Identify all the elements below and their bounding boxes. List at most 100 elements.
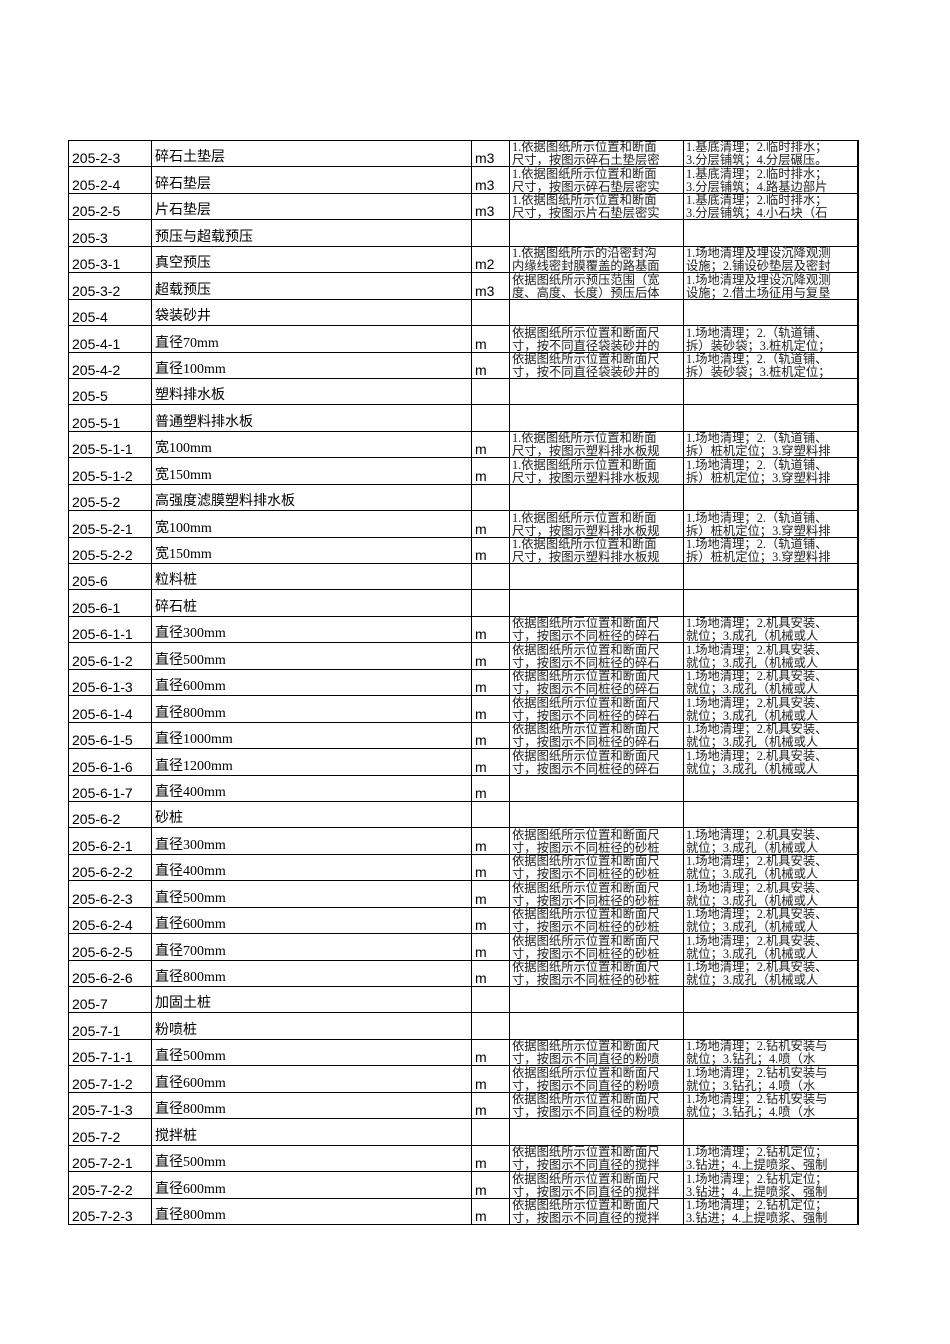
work-content-cell[interactable]: 1.场地清理；2.机具安装、 就位；3.成孔（机械或人	[683, 908, 857, 934]
item-name-cell[interactable]: 直径500mm	[151, 1145, 471, 1172]
work-content-cell[interactable]	[683, 484, 857, 511]
measurement-rule-cell[interactable]: 依据图纸所示位置和断面尺 寸，按图示不同桩径的砂桩	[509, 908, 683, 934]
work-content-cell[interactable]: 1.场地清理；2.（轨道铺、 拆）装砂袋；3.桩机定位；	[683, 352, 857, 378]
measurement-rule-cell[interactable]: 依据图纸所示位置和断面尺 寸，按图示不同桩径的砂桩	[509, 828, 683, 854]
measurement-rule-cell[interactable]	[509, 405, 683, 431]
measurement-rule-cell[interactable]: 依据图纸所示位置和断面尺 寸，按图示不同桩径的碎石	[509, 749, 683, 775]
work-content-cell[interactable]: 1.场地清理；2.（轨道铺、 拆）桩机定位；3.穿塑料排	[683, 432, 857, 458]
unit-cell[interactable]: m	[471, 907, 509, 934]
item-code-cell[interactable]: 205-2-3	[68, 141, 151, 167]
measurement-rule-cell[interactable]	[509, 987, 683, 1013]
item-name-cell[interactable]: 袋装砂井	[151, 299, 471, 326]
measurement-rule-cell[interactable]	[509, 220, 683, 246]
measurement-rule-cell[interactable]: 1.依据图纸所示的沿密封沟 内缘线密封膜覆盖的路基面	[509, 247, 683, 273]
unit-cell[interactable]: m	[471, 1092, 509, 1119]
work-content-cell[interactable]: 1.场地清理；2.机具安装、 就位；3.成孔（机械或人	[683, 934, 857, 960]
measurement-rule-cell[interactable]: 依据图纸所示位置和断面尺 寸，按图示不同桩径的碎石	[509, 617, 683, 643]
item-code-cell[interactable]: 205-3	[68, 220, 151, 246]
measurement-rule-cell[interactable]: 依据图纸所示位置和断面尺 寸，按图示不同桩径的砂桩	[509, 855, 683, 881]
work-content-cell[interactable]: 1.场地清理；2.机具安装、 就位；3.成孔（机械或人	[683, 961, 857, 987]
item-code-cell[interactable]: 205-6-2-5	[68, 934, 151, 960]
unit-cell[interactable]: m	[471, 643, 509, 669]
item-code-cell[interactable]: 205-3-1	[68, 246, 151, 273]
item-code-cell[interactable]: 205-6-2-6	[68, 960, 151, 986]
measurement-rule-cell[interactable]: 1.依据图纸所示位置和断面 尺寸，按图示塑料排水板规	[509, 458, 683, 484]
measurement-rule-cell[interactable]: 依据图纸所示位置和断面尺 寸，按图示不同直径的搅拌	[509, 1198, 683, 1224]
measurement-rule-cell[interactable]: 依据图纸所示位置和断面尺 寸，按图示不同桩径的碎石	[509, 643, 683, 669]
item-code-cell[interactable]: 205-6-1-7	[68, 775, 151, 801]
item-code-cell[interactable]: 205-6-2-1	[68, 828, 151, 854]
item-code-cell[interactable]: 205-6-1-1	[68, 616, 151, 643]
measurement-rule-cell[interactable]: 依据图纸所示位置和断面尺 寸，按图示不同桩径的砂桩	[509, 961, 683, 987]
work-content-cell[interactable]	[683, 220, 857, 246]
work-content-cell[interactable]: 1.场地清理；2.（轨道铺、 拆）桩机定位；3.穿塑料排	[683, 511, 857, 537]
unit-cell[interactable]: m	[471, 431, 509, 458]
item-code-cell[interactable]: 205-2-5	[68, 193, 151, 220]
work-content-cell[interactable]: 1.场地清理；2.机具安装、 就位；3.成孔（机械或人	[683, 723, 857, 749]
unit-cell[interactable]	[471, 484, 509, 511]
item-name-cell[interactable]: 直径400mm	[151, 854, 471, 881]
item-code-cell[interactable]: 205-6-2-3	[68, 881, 151, 907]
item-code-cell[interactable]: 205-5-2	[68, 484, 151, 511]
unit-cell[interactable]: m3	[471, 273, 509, 299]
item-code-cell[interactable]: 205-7-1-2	[68, 1066, 151, 1092]
item-code-cell[interactable]: 205-5-1-2	[68, 458, 151, 484]
item-name-cell[interactable]: 直径600mm	[151, 1066, 471, 1092]
item-code-cell[interactable]: 205-7-1	[68, 1013, 151, 1039]
item-name-cell[interactable]: 直径800mm	[151, 960, 471, 986]
work-content-cell[interactable]: 1.场地清理；2.钻机安装与 就位；3.钻孔；4.喷（水	[683, 1066, 857, 1092]
work-content-cell[interactable]: 1.场地清理；2.机具安装、 就位；3.成孔（机械或人	[683, 828, 857, 854]
item-name-cell[interactable]: 直径70mm	[151, 326, 471, 352]
unit-cell[interactable]	[471, 405, 509, 431]
item-name-cell[interactable]: 碎石土垫层	[151, 141, 471, 167]
measurement-rule-cell[interactable]: 依据图纸所示位置和断面尺 寸，按图示不同桩径的碎石	[509, 723, 683, 749]
measurement-rule-cell[interactable]	[509, 1013, 683, 1039]
item-name-cell[interactable]: 直径300mm	[151, 616, 471, 643]
unit-cell[interactable]	[471, 299, 509, 326]
work-content-cell[interactable]: 1.基底清理；2.临时排水； 3.分层铺筑；4.路基边部片	[683, 167, 857, 193]
item-name-cell[interactable]: 普通塑料排水板	[151, 405, 471, 431]
item-name-cell[interactable]: 宽100mm	[151, 511, 471, 537]
measurement-rule-cell[interactable]	[509, 775, 683, 801]
item-name-cell[interactable]: 砂桩	[151, 801, 471, 828]
measurement-rule-cell[interactable]	[509, 590, 683, 616]
measurement-rule-cell[interactable]: 1.依据图纸所示位置和断面 尺寸，按图示碎石垫层密实	[509, 167, 683, 193]
item-name-cell[interactable]: 直径600mm	[151, 907, 471, 934]
item-name-cell[interactable]: 直径400mm	[151, 775, 471, 801]
item-code-cell[interactable]: 205-4	[68, 299, 151, 326]
unit-cell[interactable]: m	[471, 326, 509, 352]
measurement-rule-cell[interactable]	[509, 801, 683, 828]
item-code-cell[interactable]: 205-7-2-2	[68, 1172, 151, 1198]
unit-cell[interactable]: m2	[471, 246, 509, 273]
work-content-cell[interactable]: 1.场地清理；2.机具安装、 就位；3.成孔（机械或人	[683, 881, 857, 907]
work-content-cell[interactable]	[683, 1013, 857, 1039]
item-code-cell[interactable]: 205-6-1-6	[68, 749, 151, 775]
measurement-rule-cell[interactable]: 依据图纸所示位置和断面尺 寸，按图示不同桩径的碎石	[509, 696, 683, 722]
item-name-cell[interactable]: 宽150mm	[151, 458, 471, 484]
item-code-cell[interactable]: 205-4-1	[68, 326, 151, 352]
unit-cell[interactable]	[471, 801, 509, 828]
item-code-cell[interactable]: 205-5-1	[68, 405, 151, 431]
work-content-cell[interactable]	[683, 801, 857, 828]
unit-cell[interactable]: m	[471, 511, 509, 537]
unit-cell[interactable]	[471, 220, 509, 246]
unit-cell[interactable]: m	[471, 1172, 509, 1198]
item-name-cell[interactable]: 搅拌桩	[151, 1119, 471, 1145]
unit-cell[interactable]: m	[471, 352, 509, 378]
work-content-cell[interactable]: 1.基底清理；2.临时排水； 3.分层铺筑；4.分层碾压。	[683, 141, 857, 167]
measurement-rule-cell[interactable]: 1.依据图纸所示位置和断面 尺寸，按图示塑料排水板规	[509, 511, 683, 537]
item-code-cell[interactable]: 205-7-2-1	[68, 1145, 151, 1172]
unit-cell[interactable]: m	[471, 775, 509, 801]
item-code-cell[interactable]: 205-6-2-4	[68, 907, 151, 934]
item-code-cell[interactable]: 205-6-1-4	[68, 696, 151, 722]
work-content-cell[interactable]: 1.场地清理；2.机具安装、 就位；3.成孔（机械或人	[683, 617, 857, 643]
work-content-cell[interactable]	[683, 775, 857, 801]
item-code-cell[interactable]: 205-5-2-2	[68, 537, 151, 563]
measurement-rule-cell[interactable]: 1.依据图纸所示位置和断面 尺寸，按图示塑料排水板规	[509, 432, 683, 458]
work-content-cell[interactable]	[683, 987, 857, 1013]
unit-cell[interactable]: m3	[471, 167, 509, 193]
item-name-cell[interactable]: 直径1000mm	[151, 722, 471, 749]
unit-cell[interactable]: m	[471, 828, 509, 854]
work-content-cell[interactable]: 1.场地清理；2.钻机定位； 3.钻进；4.上提喷浆、强制	[683, 1172, 857, 1198]
work-content-cell[interactable]: 1.场地清理及埋设沉降观测 设施；2.借土场征用与复垦	[683, 273, 857, 299]
